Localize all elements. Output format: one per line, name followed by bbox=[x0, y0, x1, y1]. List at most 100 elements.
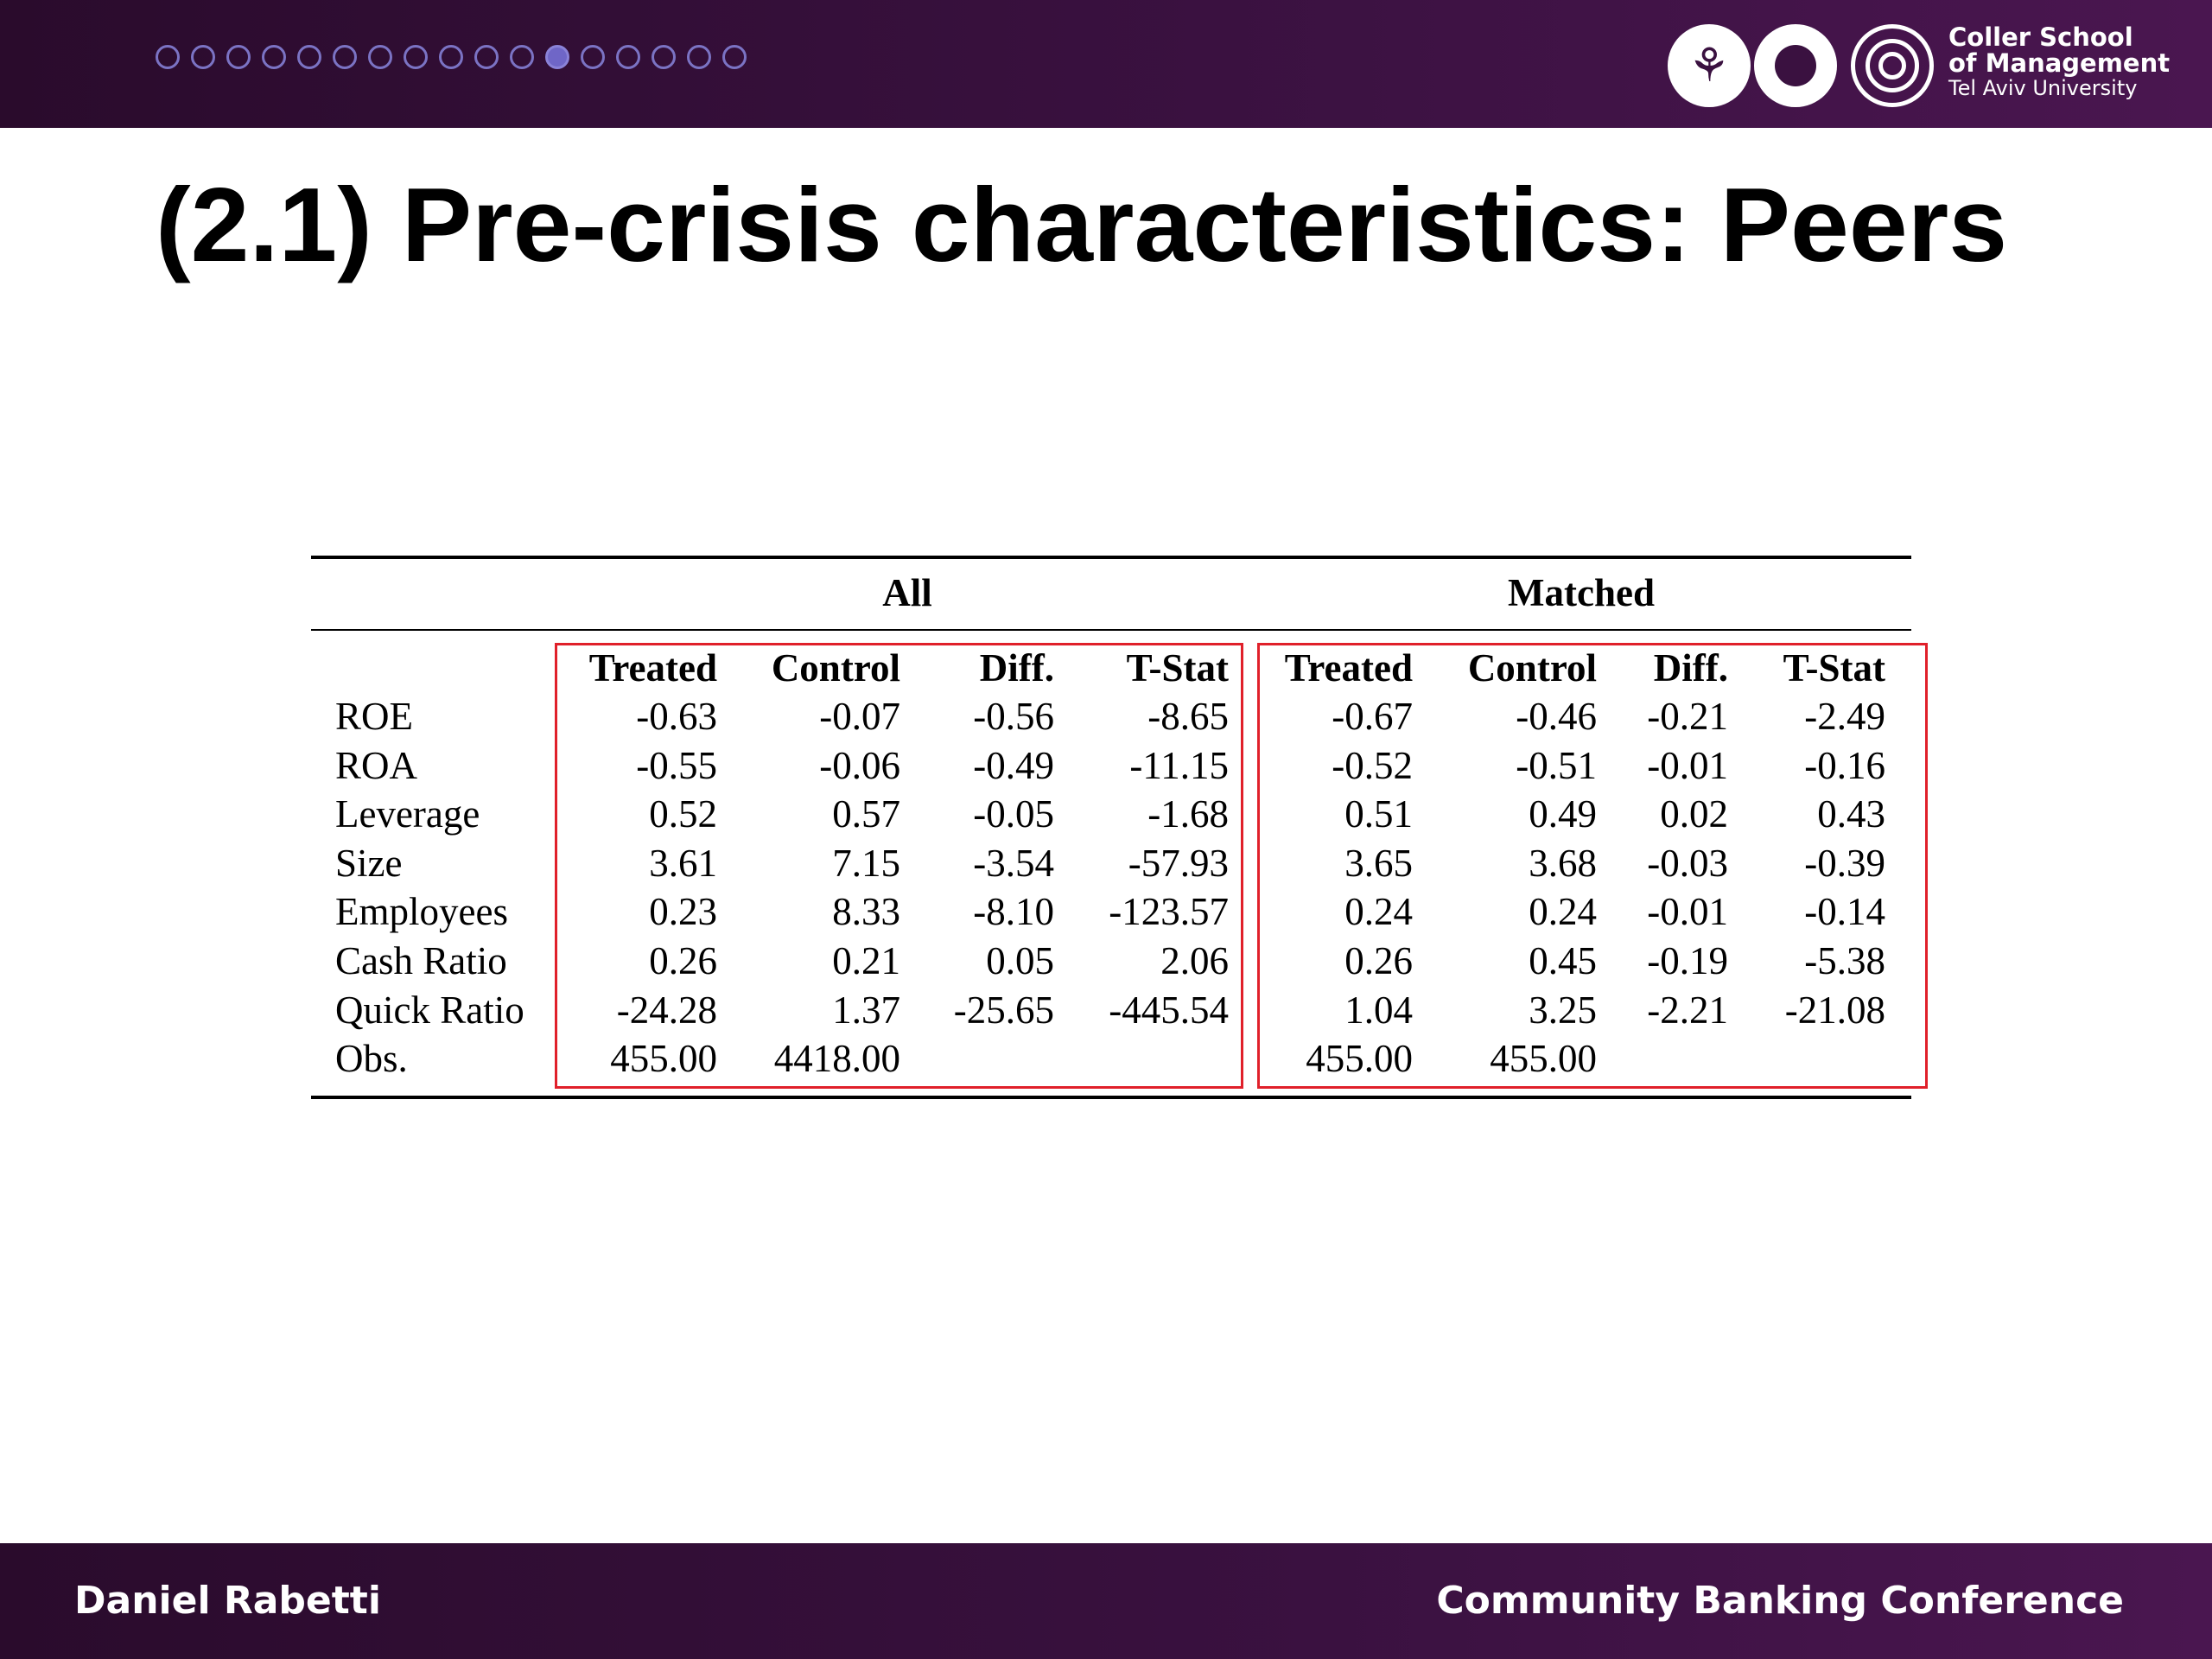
row-label: Obs. bbox=[335, 1037, 408, 1080]
ring-icon bbox=[1754, 24, 1837, 107]
table-cell: -11.15 bbox=[1129, 744, 1229, 787]
table-cell: 455.00 bbox=[1490, 1037, 1597, 1080]
table-cell: -0.49 bbox=[973, 744, 1054, 787]
table-cell: 1.37 bbox=[832, 988, 900, 1032]
group-header-matched: Matched bbox=[1508, 571, 1655, 614]
table-cell: -0.01 bbox=[1647, 744, 1728, 787]
progress-dot[interactable] bbox=[722, 45, 747, 69]
table-cell: -24.28 bbox=[616, 988, 717, 1032]
row-label: Quick Ratio bbox=[335, 988, 524, 1032]
progress-dot[interactable] bbox=[226, 45, 251, 69]
footer-conference: Community Banking Conference bbox=[1436, 1579, 2124, 1623]
highlight-box-matched bbox=[1257, 643, 1928, 1089]
table-cell: -0.01 bbox=[1647, 890, 1728, 933]
table-cell: -0.56 bbox=[973, 695, 1054, 738]
row-label: Cash Ratio bbox=[335, 939, 507, 982]
table-cell: -1.68 bbox=[1147, 792, 1229, 836]
logo-line-2: of Management bbox=[1948, 48, 2171, 78]
table-cell: -8.10 bbox=[973, 890, 1054, 933]
progress-dot[interactable] bbox=[262, 45, 286, 69]
row-label: ROE bbox=[335, 695, 413, 738]
progress-dot-current[interactable] bbox=[545, 45, 569, 69]
logo-line-3: Tel Aviv University bbox=[1948, 76, 2138, 100]
table-mid-rule bbox=[311, 629, 1911, 631]
table-cell: -21.08 bbox=[1784, 988, 1885, 1032]
progress-dot[interactable] bbox=[297, 45, 321, 69]
table-cell: -0.63 bbox=[636, 695, 717, 738]
table-cell: 0.05 bbox=[986, 939, 1054, 982]
highlight-box-all bbox=[555, 643, 1243, 1089]
table-cell: -0.39 bbox=[1804, 842, 1885, 885]
table-cell: 0.21 bbox=[832, 939, 900, 982]
table-cell: 3.65 bbox=[1344, 842, 1413, 885]
table-cell: 3.68 bbox=[1529, 842, 1597, 885]
table-cell: -5.38 bbox=[1804, 939, 1885, 982]
row-label: Employees bbox=[335, 890, 508, 933]
table-cell: -2.21 bbox=[1647, 988, 1728, 1032]
progress-dot[interactable] bbox=[687, 45, 711, 69]
table-cell: 3.61 bbox=[649, 842, 717, 885]
table-cell: -8.65 bbox=[1147, 695, 1229, 738]
logo-line-1: Coller School bbox=[1948, 22, 2133, 52]
progress-dot[interactable] bbox=[404, 45, 428, 69]
table-cell: -445.54 bbox=[1109, 988, 1229, 1032]
tau-emblem-icon: ⚘ bbox=[1668, 24, 1751, 107]
progress-dot[interactable] bbox=[474, 45, 499, 69]
progress-dot[interactable] bbox=[510, 45, 534, 69]
table-cell: -0.55 bbox=[636, 744, 717, 787]
column-header: T-Stat bbox=[1126, 646, 1229, 690]
progress-dot[interactable] bbox=[652, 45, 676, 69]
table-cell: -0.52 bbox=[1332, 744, 1413, 787]
column-header: Diff. bbox=[979, 646, 1054, 690]
table-cell: 0.24 bbox=[1529, 890, 1597, 933]
progress-dot[interactable] bbox=[616, 45, 640, 69]
table-cell: 0.26 bbox=[649, 939, 717, 982]
table-cell: -25.65 bbox=[953, 988, 1054, 1032]
table-cell: 0.57 bbox=[832, 792, 900, 836]
progress-dot[interactable] bbox=[156, 45, 180, 69]
progress-dot[interactable] bbox=[439, 45, 463, 69]
table-cell: -0.67 bbox=[1332, 695, 1413, 738]
table-cell: -0.07 bbox=[819, 695, 900, 738]
table-cell: 0.52 bbox=[649, 792, 717, 836]
table-cell: -0.06 bbox=[819, 744, 900, 787]
table-top-rule bbox=[311, 556, 1911, 559]
table-cell: 4418.00 bbox=[773, 1037, 900, 1080]
column-header: Treated bbox=[588, 646, 717, 690]
table-cell: 455.00 bbox=[1306, 1037, 1413, 1080]
table-cell: 2.06 bbox=[1160, 939, 1229, 982]
group-header-all: All bbox=[882, 571, 932, 614]
table-bottom-rule bbox=[311, 1096, 1911, 1099]
table-cell: -2.49 bbox=[1804, 695, 1885, 738]
progress-dot[interactable] bbox=[581, 45, 605, 69]
progress-dot[interactable] bbox=[191, 45, 215, 69]
progress-dot[interactable] bbox=[368, 45, 392, 69]
table-cell: 7.15 bbox=[832, 842, 900, 885]
table-cell: -57.93 bbox=[1128, 842, 1229, 885]
table-cell: 0.26 bbox=[1344, 939, 1413, 982]
table-cell: 0.49 bbox=[1529, 792, 1597, 836]
table-cell: 0.23 bbox=[649, 890, 717, 933]
table-cell: -0.03 bbox=[1647, 842, 1728, 885]
table-cell: -0.16 bbox=[1804, 744, 1885, 787]
table-cell: -0.14 bbox=[1804, 890, 1885, 933]
table-cell: 3.25 bbox=[1529, 988, 1597, 1032]
table-cell: 0.24 bbox=[1344, 890, 1413, 933]
row-label: Size bbox=[335, 842, 403, 885]
table-cell: -0.19 bbox=[1647, 939, 1728, 982]
progress-dot[interactable] bbox=[333, 45, 357, 69]
concentric-circles-icon bbox=[1851, 24, 1934, 107]
table-cell: 8.33 bbox=[832, 890, 900, 933]
table-cell: -0.21 bbox=[1647, 695, 1728, 738]
table-cell: -123.57 bbox=[1109, 890, 1229, 933]
table-cell: -3.54 bbox=[973, 842, 1054, 885]
slide-progress-dots bbox=[156, 45, 758, 69]
row-label: Leverage bbox=[335, 792, 480, 836]
table-cell: -0.05 bbox=[973, 792, 1054, 836]
footer-bar bbox=[0, 1543, 2212, 1659]
column-header: T-Stat bbox=[1783, 646, 1885, 690]
table-cell: 455.00 bbox=[610, 1037, 717, 1080]
table-cell: 0.45 bbox=[1529, 939, 1597, 982]
table-cell: 0.51 bbox=[1344, 792, 1413, 836]
